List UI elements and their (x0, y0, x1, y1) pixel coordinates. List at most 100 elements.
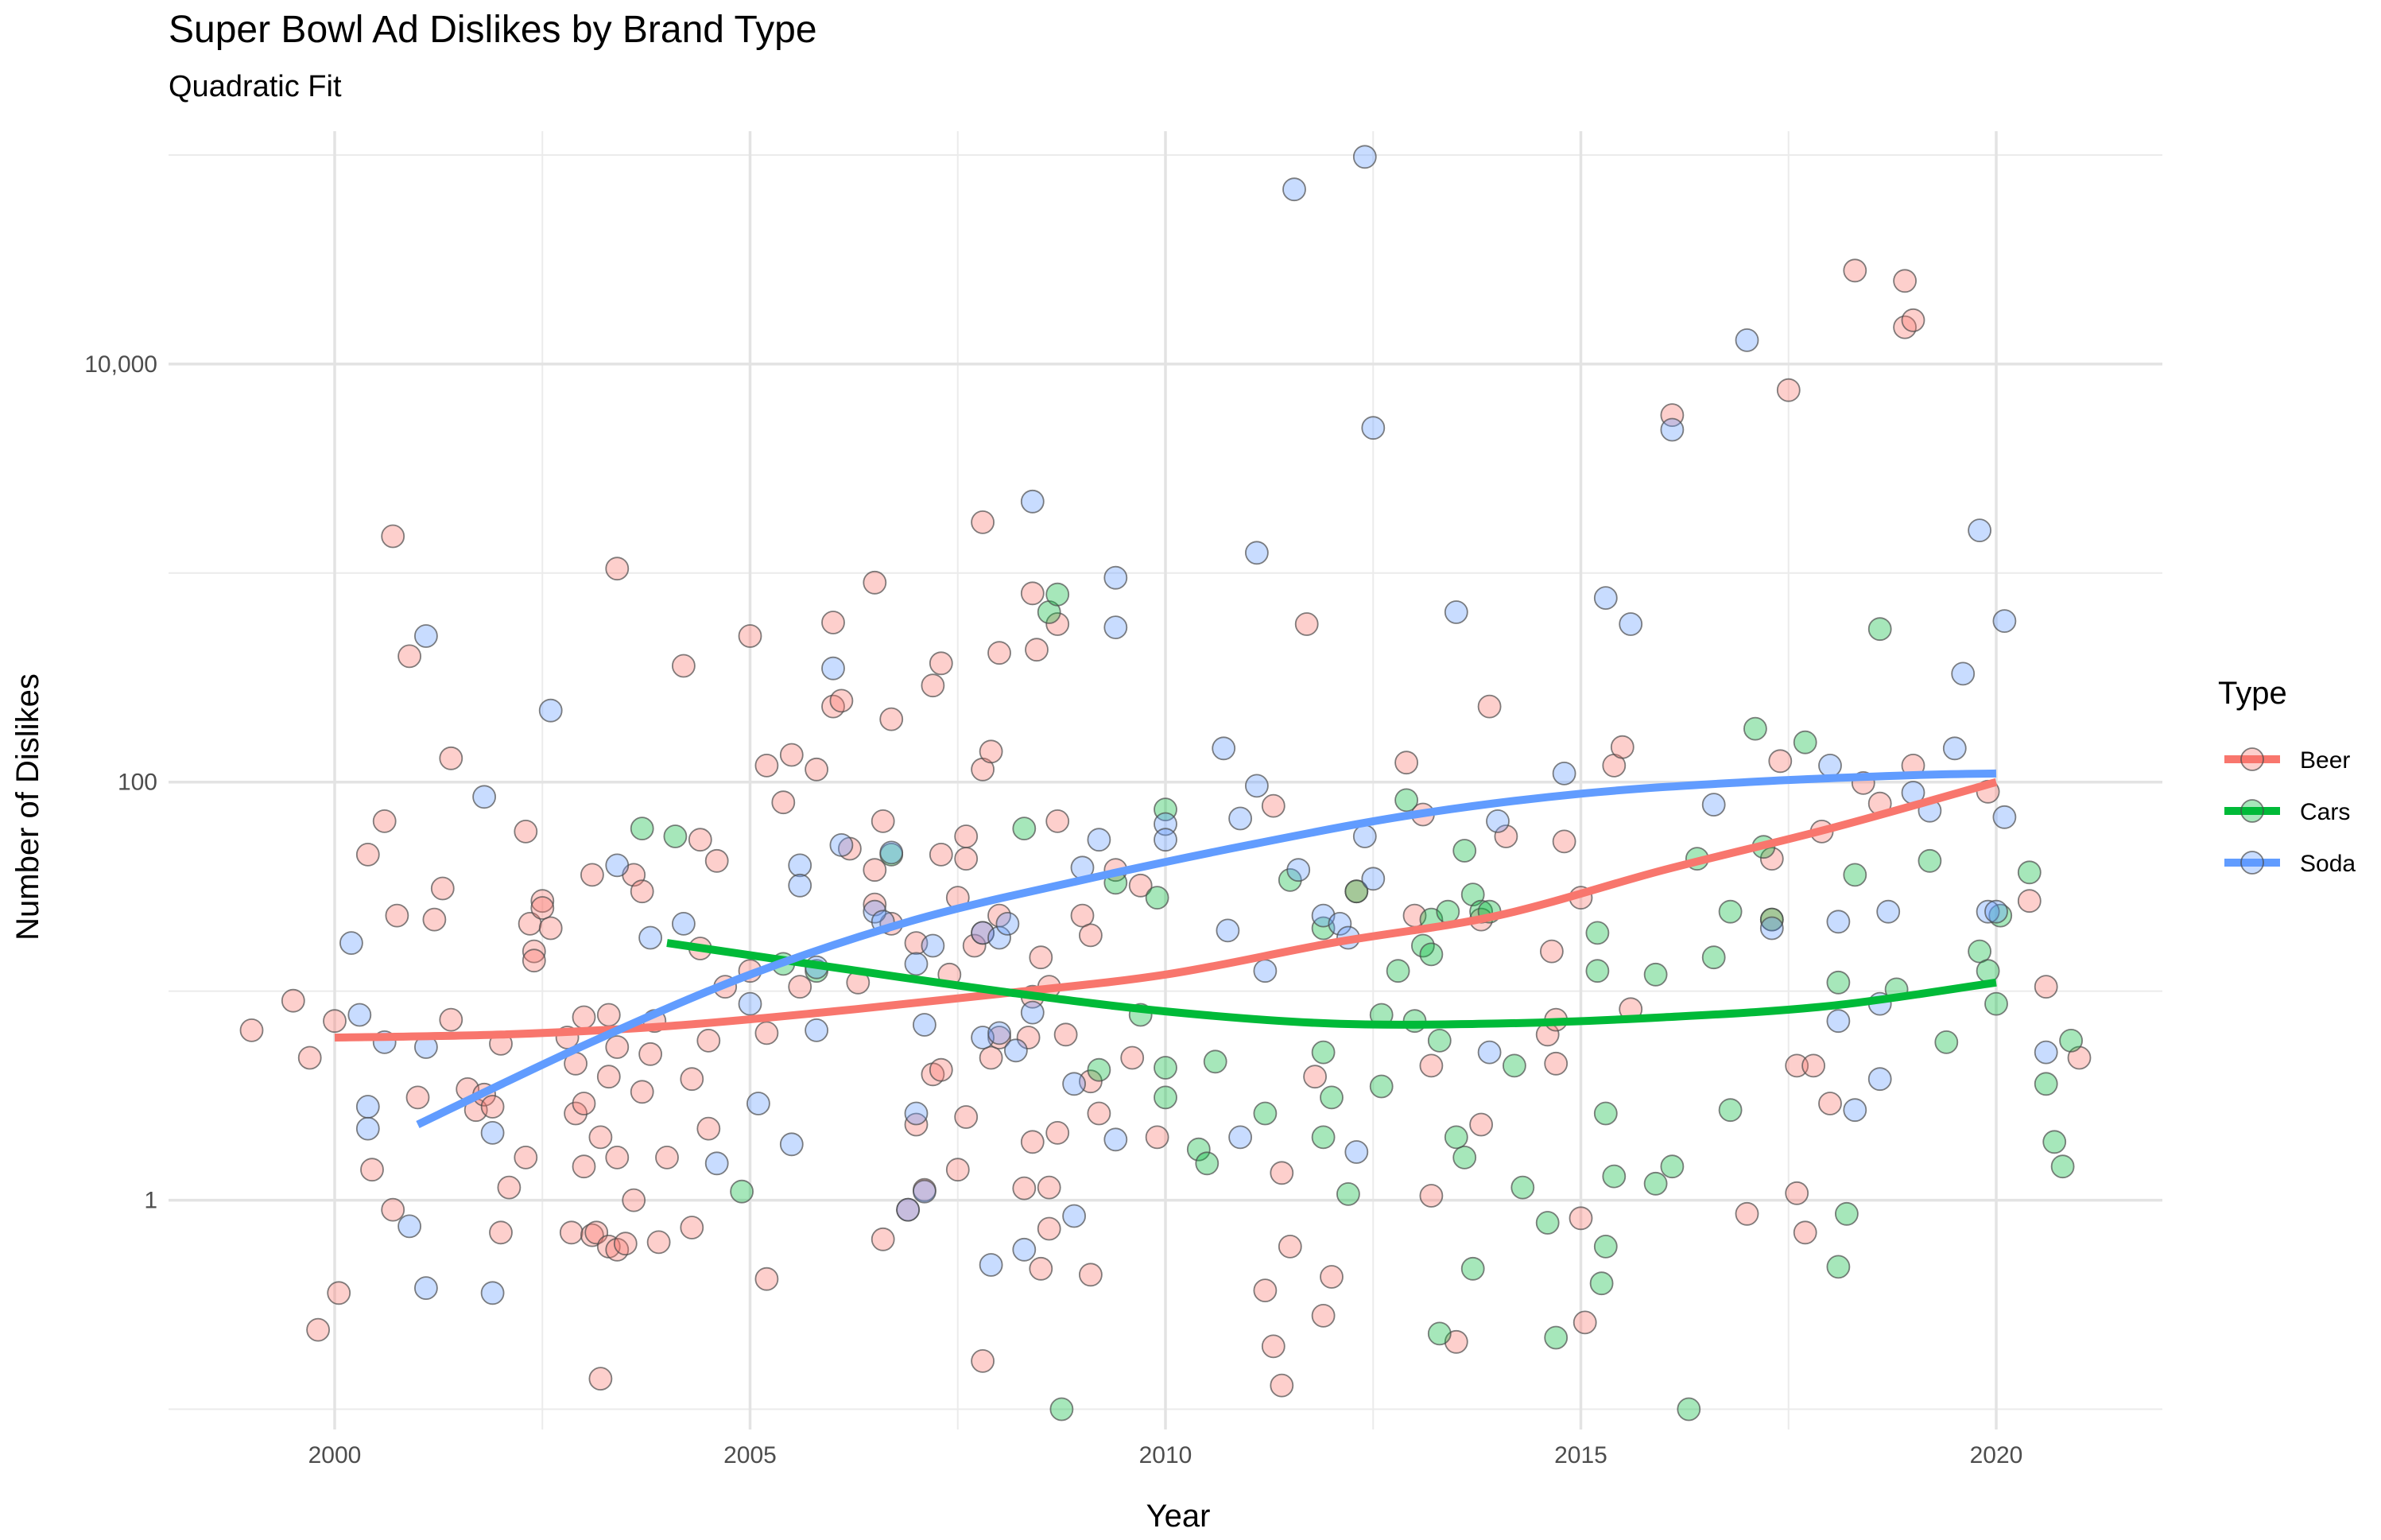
point-soda (1818, 754, 1842, 778)
point-cars (1145, 886, 1169, 910)
x-tick-label: 2000 (308, 1442, 362, 1468)
point-beer (971, 510, 995, 534)
point-beer (863, 858, 887, 882)
point-beer (1012, 1176, 1037, 1201)
point-soda (347, 1003, 372, 1027)
point-beer (929, 651, 953, 676)
point-beer (1776, 378, 1801, 402)
point-beer (1320, 1265, 1344, 1289)
point-beer (564, 1101, 587, 1126)
point-soda (1352, 145, 1377, 169)
point-soda (1444, 600, 1468, 624)
point-beer (1037, 1216, 1061, 1241)
point-beer (239, 1018, 264, 1042)
point-soda (1087, 828, 1111, 852)
point-beer (696, 1029, 721, 1053)
point-cars (1593, 1101, 1618, 1126)
point-beer (1469, 1112, 1493, 1137)
point-soda (414, 1276, 438, 1300)
point-soda (1103, 1127, 1128, 1152)
point-beer (1394, 751, 1418, 775)
point-beer (630, 879, 654, 904)
point-soda (1245, 774, 1269, 798)
point-beer (754, 1021, 779, 1045)
point-soda (1154, 828, 1177, 852)
legend-label: Soda (2300, 851, 2356, 877)
point-beer (821, 611, 845, 634)
point-soda (738, 991, 762, 1016)
point-beer (1735, 1201, 1759, 1226)
point-beer (1801, 1053, 1826, 1078)
point-beer (954, 824, 979, 848)
point-beer (829, 689, 854, 713)
point-cars (1976, 959, 2000, 983)
point-cars (2042, 1130, 2067, 1154)
point-cars (630, 817, 654, 840)
point-cars (1444, 1125, 1468, 1150)
point-cars (1411, 933, 1435, 958)
point-beer (327, 1281, 351, 1305)
point-soda (339, 931, 363, 955)
point-beer (522, 939, 546, 964)
point-soda (1976, 899, 2000, 924)
point-soda (672, 912, 696, 936)
point-soda (979, 1253, 1003, 1277)
point-beer (1294, 612, 1319, 636)
point-beer (1477, 694, 1502, 719)
point-soda (746, 1092, 770, 1115)
point-soda (1228, 806, 1252, 831)
point-soda (1282, 177, 1306, 202)
point-beer (672, 654, 696, 678)
x-tick-label: 2020 (1970, 1442, 2023, 1468)
point-soda (1216, 918, 1240, 943)
point-beer (1053, 1022, 1078, 1047)
point-beer (1045, 809, 1070, 833)
point-soda (1004, 1038, 1028, 1063)
point-soda (605, 853, 630, 878)
point-cars (1643, 1171, 1668, 1196)
point-cars (1460, 882, 1485, 906)
point-beer (489, 1220, 513, 1245)
point-soda (638, 925, 662, 950)
point-beer (430, 876, 455, 901)
point-cars (1718, 899, 1743, 924)
point-cars (1154, 1085, 1177, 1110)
point-cars (1643, 962, 1668, 987)
point-cars (1154, 1056, 1177, 1080)
point-beer (1016, 1026, 1041, 1049)
point-beer (530, 889, 555, 914)
point-beer (2067, 1045, 2092, 1070)
point-beer (580, 1223, 604, 1247)
point-cars (1336, 1182, 1360, 1206)
point-beer (1793, 1220, 1817, 1245)
point-soda (480, 1121, 505, 1145)
point-beer (422, 907, 447, 932)
point-beer (1759, 847, 1784, 871)
point-soda (1735, 328, 1759, 352)
point-soda (995, 912, 1020, 936)
point-soda (397, 1214, 421, 1239)
point-soda (1660, 417, 1685, 442)
point-cars (2034, 1072, 2058, 1096)
y-tick-label: 100 (118, 770, 157, 796)
point-beer (954, 1105, 979, 1129)
point-cars (663, 824, 688, 848)
point-beer (381, 1197, 405, 1222)
point-soda (1020, 1000, 1045, 1025)
point-soda (1477, 1040, 1502, 1065)
point-soda (480, 1281, 505, 1305)
point-soda (879, 840, 904, 865)
point-cars (730, 1179, 754, 1204)
point-beer (971, 1349, 995, 1373)
point-beer (2017, 889, 2042, 914)
point-soda (1826, 910, 1851, 934)
point-cars (1843, 863, 1867, 887)
legend-item-cars: Cars (2224, 799, 2350, 825)
point-cars (1195, 1151, 1220, 1176)
point-cars (1718, 1098, 1743, 1123)
point-cars (1585, 959, 1610, 983)
point-soda (1826, 1009, 1851, 1034)
point-beer (680, 1067, 704, 1092)
point-beer (1572, 1310, 1597, 1335)
x-axis-ticks: 2000 2005 2010 2015 2020 (308, 1442, 2023, 1468)
